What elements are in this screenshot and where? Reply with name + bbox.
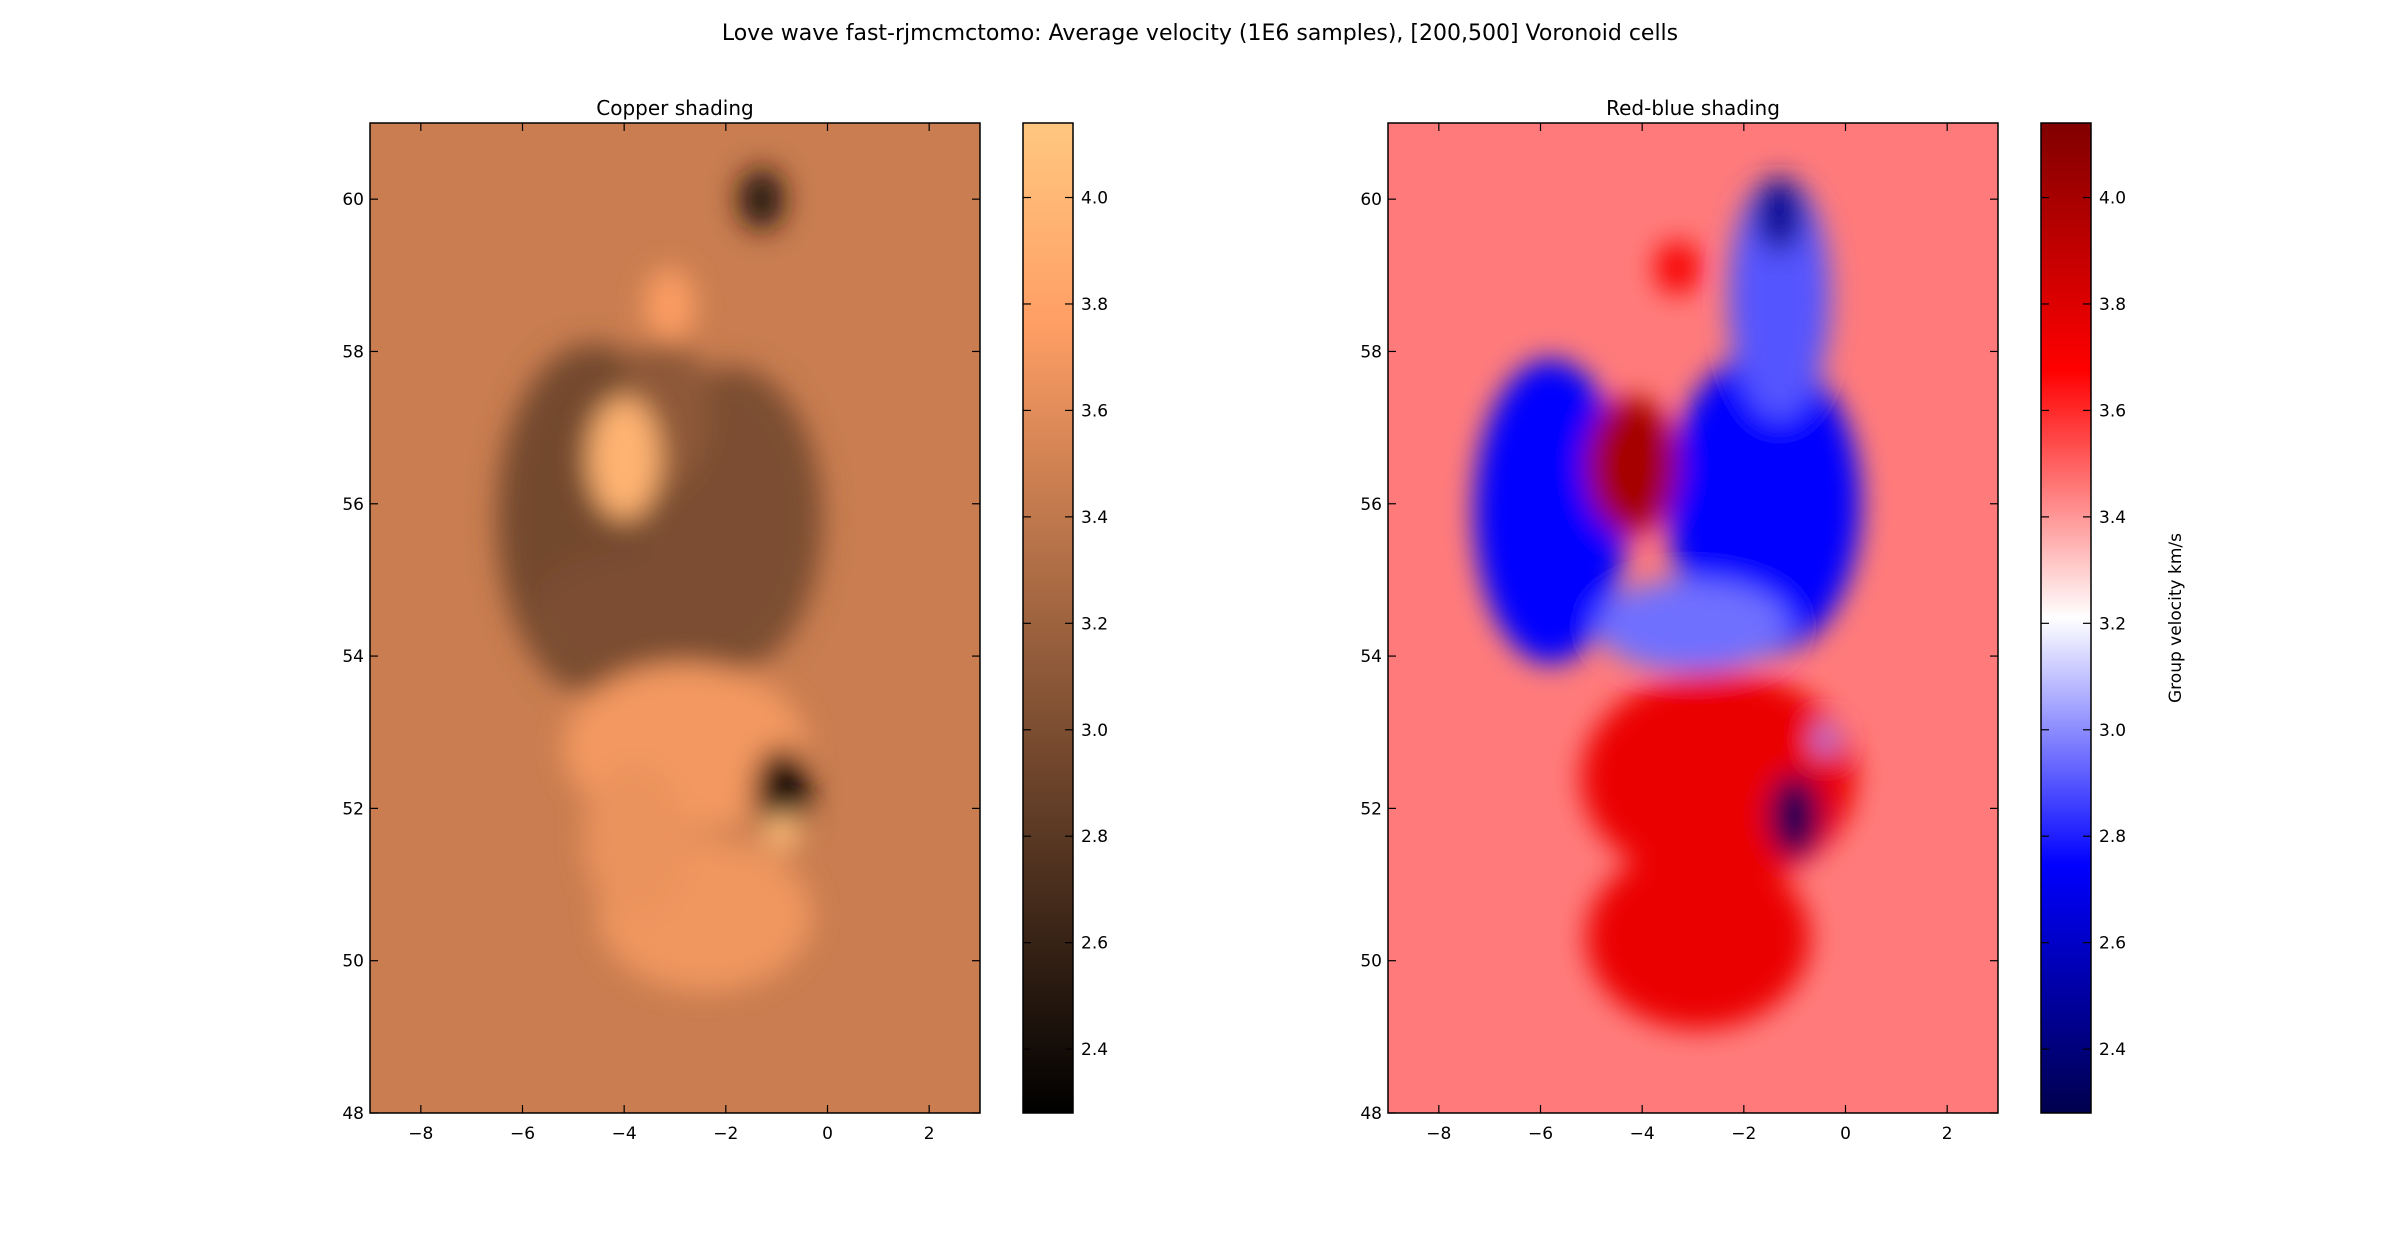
heatmap-anomaly	[644, 267, 696, 344]
colorbar-tick-label: 2.8	[1081, 827, 1108, 847]
colorbar	[2040, 122, 2092, 1114]
heatmap-anomaly	[1728, 176, 1831, 420]
panel-title: Red-blue shading	[1606, 96, 1780, 120]
heatmap-anomaly	[1769, 774, 1821, 858]
x-tick-label: −4	[612, 1124, 637, 1144]
axes-frame	[1387, 122, 1999, 1114]
heatmap-anomaly	[527, 549, 772, 687]
x-tick-label: 0	[1840, 1124, 1851, 1144]
heatmap-anomaly	[753, 747, 810, 839]
y-tick-label: 50	[1360, 952, 1382, 972]
y-tick-label: 48	[1360, 1104, 1382, 1124]
colorbar-tick-label: 3.4	[2099, 508, 2126, 528]
colorbar-tick-label: 3.6	[1081, 401, 1108, 421]
x-tick-label: −8	[1426, 1124, 1451, 1144]
heatmap-anomaly	[1654, 241, 1701, 295]
y-tick-label: 50	[342, 952, 364, 972]
x-tick-label: −6	[510, 1124, 535, 1144]
colorbar-tick-label: 2.6	[2099, 934, 2126, 954]
colorbar-tick-label: 3.2	[1081, 614, 1108, 634]
colorbar-tick-label: 4.0	[2099, 189, 2126, 209]
colorbar-tick-label: 3.0	[2099, 721, 2126, 741]
panel-2: Red-blue shading −8 −6 −4 −2 0 2 48 50 52 54 56 58 60…	[1360, 96, 2186, 1144]
heatmap-anomaly	[1586, 846, 1810, 1030]
colorbar-tick-label: 2.8	[2099, 827, 2126, 847]
colorbar-tick-label: 3.8	[1081, 295, 1108, 315]
x-tick-label: 2	[1942, 1124, 1953, 1144]
y-tick-label: 56	[1360, 495, 1382, 515]
y-tick-label: 54	[342, 647, 364, 667]
axes-frame	[369, 122, 981, 1114]
y-tick-label: 52	[342, 799, 364, 819]
x-tick-label: 2	[924, 1124, 935, 1144]
colorbar-label: Group velocity km/s	[2166, 533, 2186, 703]
heatmap-anomaly	[1815, 724, 1836, 756]
x-tick-label: −4	[1630, 1124, 1655, 1144]
y-tick-label: 58	[342, 342, 364, 362]
colorbar-tick-label: 3.2	[2099, 614, 2126, 634]
colorbar-tick-label: 3.8	[2099, 295, 2126, 315]
heatmap-anomaly	[583, 762, 686, 915]
y-tick-label: 56	[342, 495, 364, 515]
x-tick-label: −6	[1528, 1124, 1553, 1144]
heatmap-anomaly	[1667, 351, 1861, 657]
x-tick-label: 0	[822, 1124, 833, 1144]
y-tick-label: 60	[1360, 190, 1382, 210]
figure-title: Love wave fast-rjmcmctomo: Average veloc…	[722, 21, 1678, 46]
panel-title: Copper shading	[596, 96, 753, 120]
heatmap-anomaly	[1474, 359, 1627, 664]
y-tick-label: 48	[342, 1104, 364, 1124]
y-tick-label: 52	[1360, 799, 1382, 819]
colorbar-tick-label: 2.4	[1081, 1040, 1108, 1060]
y-tick-label: 58	[1360, 342, 1382, 362]
colorbar-tick-label: 3.6	[2099, 401, 2126, 421]
colorbar-tick-label: 3.0	[1081, 721, 1108, 741]
colorbar-tick-label: 3.4	[1081, 508, 1108, 528]
y-tick-label: 54	[1360, 647, 1382, 667]
panel-1: Copper shading −8 −6 −4 −2 0 2 48 50 52 54 56 58 60 2.…	[342, 96, 1108, 1144]
heatmap-anomaly	[1756, 176, 1803, 253]
colorbar-tick-label: 2.6	[1081, 934, 1108, 954]
colorbar-tick-label: 4.0	[1081, 189, 1108, 209]
colorbar	[1022, 122, 1074, 1114]
x-tick-label: −8	[408, 1124, 433, 1144]
heatmap-anomaly	[738, 168, 785, 230]
heatmap-anomaly	[1586, 397, 1678, 535]
colorbar-tick-label: 2.4	[2099, 1040, 2126, 1060]
heatmap-anomaly	[1596, 579, 1790, 672]
x-tick-label: −2	[1731, 1124, 1756, 1144]
heatmap-anomaly	[588, 397, 660, 519]
y-tick-label: 60	[342, 190, 364, 210]
x-tick-label: −2	[713, 1124, 738, 1144]
heatmap-anomaly	[763, 812, 800, 851]
